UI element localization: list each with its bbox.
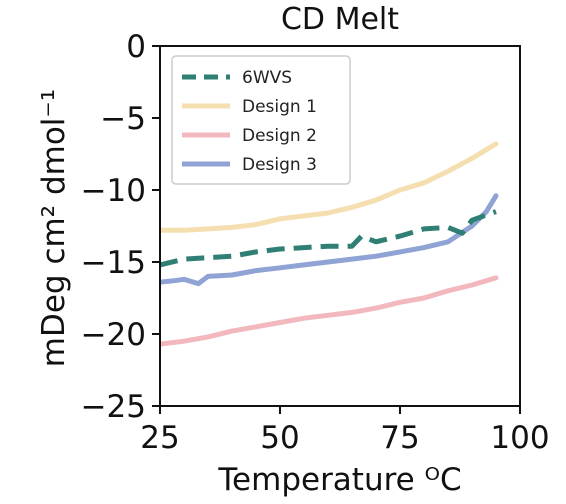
x-axis-label: Temperature ᴼC: [218, 462, 462, 498]
legend-label-design-2: Design 2: [242, 126, 317, 146]
series-line-design-1: [160, 141, 499, 233]
chart-title: CD Melt: [280, 2, 400, 37]
series-line-design-3: [160, 193, 499, 287]
x-tick-label: 100: [490, 420, 549, 456]
y-tick-label: −20: [81, 317, 146, 353]
x-tick-label: 25: [140, 420, 179, 456]
legend-box: [171, 55, 351, 185]
x-tick-label: 50: [260, 420, 299, 456]
plot-frame: [159, 45, 521, 407]
y-tick-label: −15: [81, 245, 146, 281]
series-line-design-2: [160, 275, 499, 347]
y-tick-label: 0: [126, 29, 146, 65]
legend-label-6wvs: 6WVS: [242, 68, 292, 88]
y-tick-label: −10: [81, 173, 146, 209]
legend-label-design-1: Design 1: [242, 97, 317, 117]
y-tick-label: −25: [81, 389, 146, 425]
series-line-6wvs: [160, 209, 497, 268]
legend-label-design-3: Design 3: [242, 155, 317, 175]
y-axis-label: mDeg cm² dmol⁻¹: [36, 88, 72, 368]
y-tick-label: −5: [100, 101, 146, 137]
x-tick-label: 75: [380, 420, 419, 456]
